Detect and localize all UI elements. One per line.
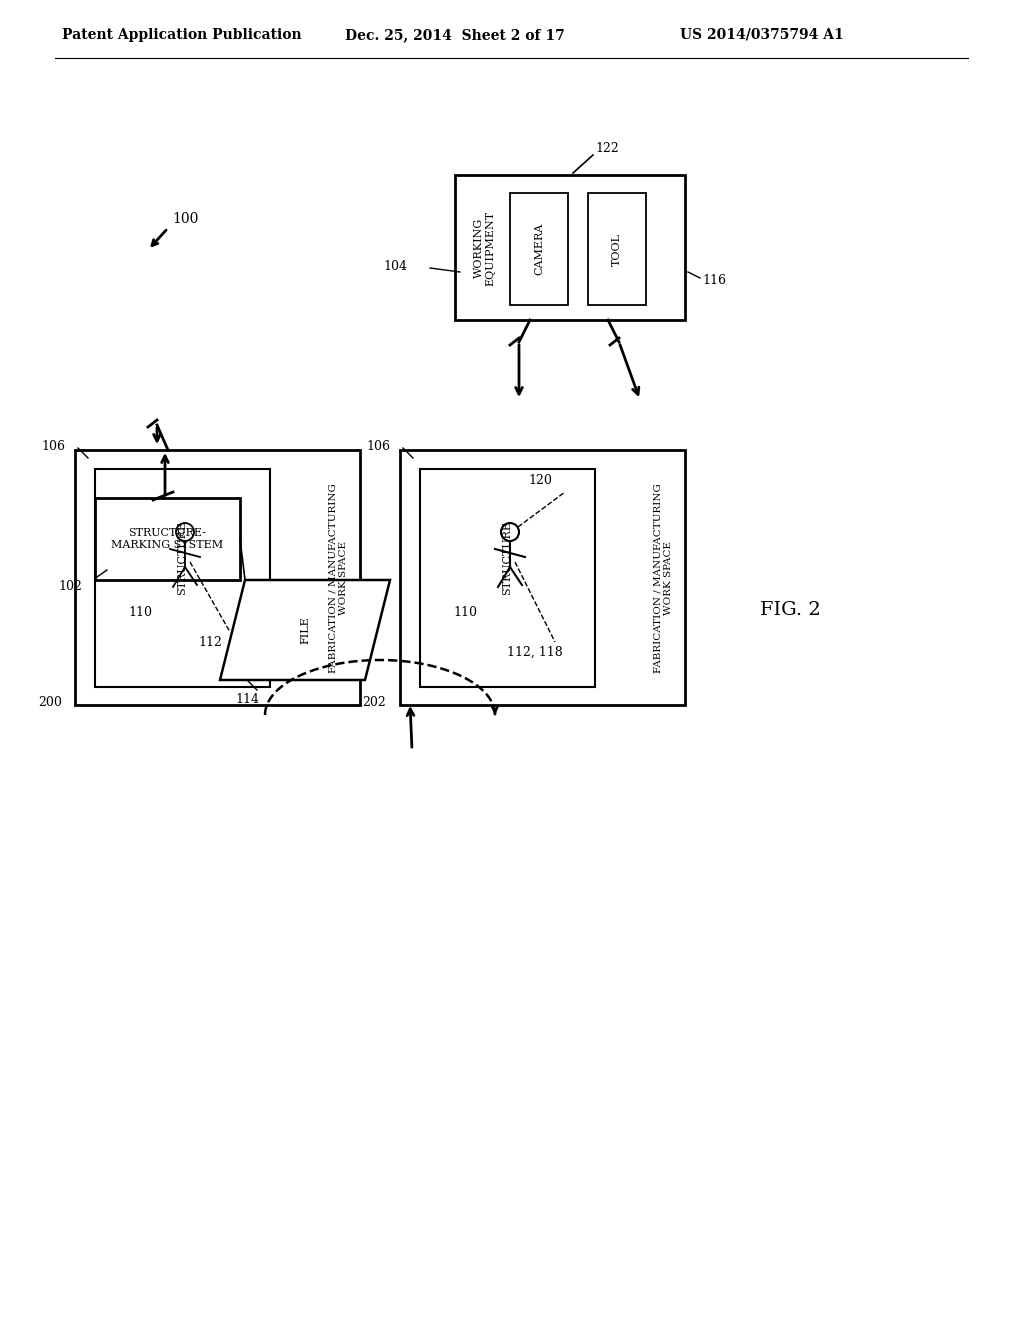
Text: FABRICATION / MANUFACTURING
WORK SPACE: FABRICATION / MANUFACTURING WORK SPACE: [653, 483, 673, 673]
Text: 100: 100: [172, 213, 199, 226]
Polygon shape: [220, 579, 390, 680]
Bar: [400, 450, 685, 705]
Bar: [95, 469, 270, 686]
Text: 114: 114: [234, 693, 259, 706]
Text: STRUCTURE-
MARKING SYSTEM: STRUCTURE- MARKING SYSTEM: [111, 528, 223, 550]
Text: 112, 118: 112, 118: [507, 645, 563, 659]
Text: STRUCTURE: STRUCTURE: [502, 521, 512, 595]
Text: 104: 104: [383, 260, 407, 272]
Text: 106: 106: [366, 440, 390, 453]
Text: Patent Application Publication: Patent Application Publication: [62, 28, 302, 42]
Text: WORKING
EQUIPMENT: WORKING EQUIPMENT: [474, 210, 496, 285]
Text: 116: 116: [702, 273, 726, 286]
Bar: [420, 469, 595, 686]
Text: TOOL: TOOL: [612, 232, 622, 265]
Bar: [588, 193, 646, 305]
Text: 120: 120: [528, 474, 552, 487]
Text: STRUCTURE: STRUCTURE: [177, 521, 187, 595]
Bar: [510, 193, 568, 305]
Text: 122: 122: [595, 143, 618, 154]
Text: FIG. 2: FIG. 2: [760, 601, 821, 619]
Text: 110: 110: [128, 606, 152, 619]
Text: CAMERA: CAMERA: [534, 223, 544, 275]
Text: US 2014/0375794 A1: US 2014/0375794 A1: [680, 28, 844, 42]
Bar: [95, 498, 240, 579]
Text: 202: 202: [362, 697, 386, 710]
Text: 112: 112: [198, 635, 222, 648]
Text: 200: 200: [38, 697, 62, 710]
Text: FILE: FILE: [300, 616, 310, 644]
Text: 106: 106: [41, 440, 65, 453]
Text: FABRICATION / MANUFACTURING
WORK SPACE: FABRICATION / MANUFACTURING WORK SPACE: [329, 483, 348, 673]
Bar: [455, 176, 685, 319]
Text: 102: 102: [58, 579, 82, 593]
Bar: [75, 450, 360, 705]
Text: Dec. 25, 2014  Sheet 2 of 17: Dec. 25, 2014 Sheet 2 of 17: [345, 28, 565, 42]
Text: 110: 110: [453, 606, 477, 619]
